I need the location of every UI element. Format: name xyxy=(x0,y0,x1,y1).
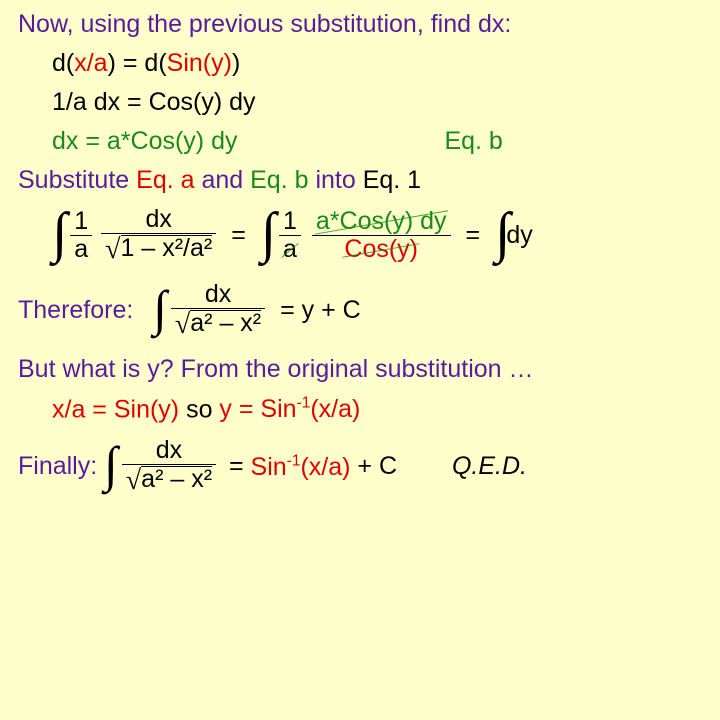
text: ) xyxy=(232,49,240,77)
equals: = xyxy=(231,221,246,249)
dx-result: dx = a*Cos(y) dy xyxy=(52,127,238,155)
integral-substitution: ∫ 1 a dx √1 – x²/a² = ∫ 1 a a*Cos(y) dy … xyxy=(18,207,702,264)
frac-1-over-a: 1 a xyxy=(70,209,92,262)
arcsin-result: Sin-1(x/a) xyxy=(251,453,351,481)
result-y-plus-c: = y + C xyxy=(280,296,361,324)
eq-a-ref: Eq. a xyxy=(136,166,194,194)
heading-find-dx: Now, using the previous substitution, fi… xyxy=(18,12,702,37)
x-over-a-eq-siny: x/a = Sin(y) xyxy=(52,395,179,423)
so: so xyxy=(179,395,219,423)
frac-dx-over-root-asq: dx √a² – x² xyxy=(122,438,216,495)
solve-for-y: x/a = Sin(y) so y = Sin-1(x/a) xyxy=(18,396,702,422)
equals: = xyxy=(229,452,251,480)
text: d( xyxy=(52,49,74,77)
dx-step: 1/a dx = Cos(y) dy xyxy=(18,90,702,115)
qed: Q.E.D. xyxy=(452,452,527,480)
frac-acos-over-cos: a*Cos(y) dy Cos(y) xyxy=(312,209,451,262)
eq-b: dx = a*Cos(y) dy Eq. b xyxy=(18,129,702,154)
finally-label: Finally: xyxy=(18,452,97,480)
plus-c: + C xyxy=(350,452,397,480)
integral-sign: ∫ xyxy=(104,442,118,486)
therefore-result: Therefore: ∫ dx √a² – x² = y + C xyxy=(18,282,702,339)
integral-sign: ∫ xyxy=(495,209,510,257)
x-over-a: x/a xyxy=(74,49,107,77)
frac-dx-over-root-asq: dx √a² – x² xyxy=(171,282,265,339)
eq-b-ref: Eq. b xyxy=(250,166,308,194)
text: and xyxy=(195,166,251,194)
integral-sign: ∫ xyxy=(153,286,167,330)
frac-dx-over-root: dx √1 – x²/a² xyxy=(101,207,216,264)
substitute-heading: Substitute Eq. a and Eq. b into Eq. 1 xyxy=(18,168,702,193)
equals: = xyxy=(465,221,480,249)
diff-substitution: d(x/a) = d(Sin(y)) xyxy=(18,51,702,76)
integral-sign: ∫ xyxy=(52,209,67,257)
integral-sign: ∫ xyxy=(261,209,276,257)
frac-1-over-a-cancel: 1 a xyxy=(279,209,301,262)
y-eq-arcsin: y = Sin-1(x/a) xyxy=(219,395,360,423)
eq-b-label: Eq. b xyxy=(444,129,502,154)
math-derivation: Now, using the previous substitution, fi… xyxy=(0,0,720,519)
text: ) = d( xyxy=(108,49,167,77)
therefore-label: Therefore: xyxy=(18,296,133,324)
text: Substitute xyxy=(18,166,136,194)
final-result: Finally: ∫ dx √a² – x² = Sin-1(x/a) + C … xyxy=(18,438,702,495)
text: into xyxy=(309,166,363,194)
eq-1-ref: Eq. 1 xyxy=(363,166,421,194)
what-is-y: But what is y? From the original substit… xyxy=(18,357,702,382)
sin-y: Sin(y) xyxy=(167,49,232,77)
